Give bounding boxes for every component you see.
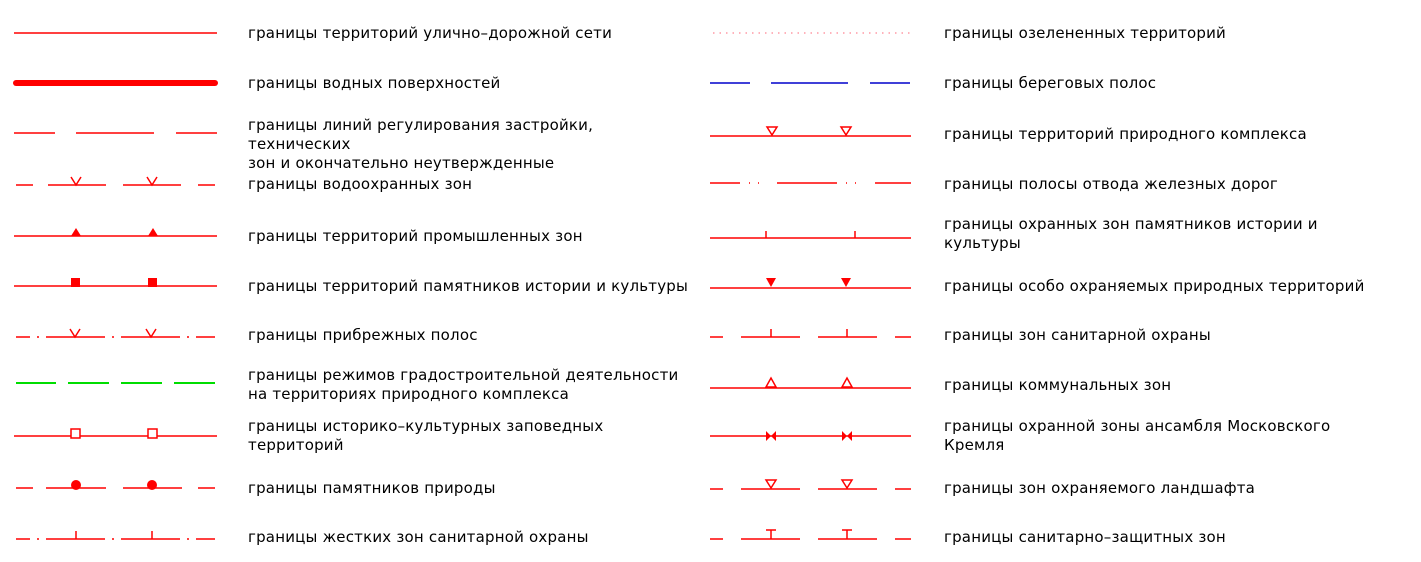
- legend-item: границы территорий улично–дорожной сети: [0, 8, 700, 58]
- legend-item: границы охранной зоны ансамбля Московско…: [700, 412, 1421, 462]
- green-dash-line-icon: [16, 382, 215, 384]
- legend-label: границы полосы отвода железных дорог: [944, 175, 1278, 193]
- line-filled-triangle-icon: [14, 228, 217, 237]
- line-small-tick-icon: [710, 231, 911, 239]
- legend-item: границы коммунальных зон: [700, 360, 1421, 410]
- legend-item: границы озелененных территорий: [700, 8, 1421, 58]
- legend-label: границы прибрежных полос: [248, 326, 478, 344]
- legend-item: границы территорий природного комплекса: [700, 108, 1421, 158]
- dotted-line-icon: [713, 32, 912, 34]
- line-filled-down-triangle-icon: [710, 278, 911, 289]
- legend-label: границы территорий промышленных зон: [248, 227, 583, 245]
- legend-item: границы прибрежных полос: [0, 310, 700, 360]
- legend-item: границы территорий промышленных зон: [0, 210, 700, 260]
- legend-label: границы зон охраняемого ландшафта: [944, 479, 1256, 497]
- legend-label: границы памятников природы: [248, 479, 496, 497]
- dash-line-filled-circle-icon: [16, 480, 215, 490]
- line-hollow-down-triangle-icon: [710, 126, 911, 137]
- legend-item: границы полосы отвода железных дорог: [700, 158, 1421, 208]
- legend-item: границы санитарно–защитных зон: [700, 512, 1421, 562]
- legend-label: границы коммунальных зон: [944, 376, 1172, 394]
- dash-line-tick-icon: [710, 329, 911, 338]
- legend-item: границы особо охраняемых природных терри…: [700, 260, 1421, 310]
- legend-item: границы зон охраняемого ландшафта: [700, 462, 1421, 512]
- legend-label: границы береговых полос: [944, 74, 1157, 92]
- legend-label: границы историко–культурных заповедных т…: [248, 417, 604, 454]
- legend-item: границы охранных зон памятников истории …: [700, 210, 1421, 260]
- legend-item: границы линий регулирования застройки, т…: [0, 108, 700, 172]
- legend-label: границы жестких зон санитарной охраны: [248, 528, 589, 546]
- thick-solid-line-icon: [13, 80, 218, 86]
- legend-label: границы водоохранных зон: [248, 175, 473, 193]
- legend-label: границы водных поверхностей: [248, 74, 501, 92]
- legend-label: границы территорий природного комплекса: [944, 125, 1307, 143]
- dash-line-t-mark-icon: [710, 529, 911, 540]
- legend-label: границы озелененных территорий: [944, 24, 1226, 42]
- dash-line-hollow-down-triangle-icon: [710, 479, 911, 490]
- legend-label: границы зон санитарной охраны: [944, 326, 1211, 344]
- solid-line-icon: [14, 32, 217, 34]
- line-hollow-square-icon: [14, 428, 217, 439]
- legend-item: границы жестких зон санитарной охраны: [0, 512, 700, 562]
- legend-label: границы охранных зон памятников истории …: [944, 215, 1318, 252]
- legend-item: границы памятников природы: [0, 462, 700, 512]
- legend-label: границы территорий памятников истории и …: [248, 277, 689, 295]
- legend-item: границы территорий памятников истории и …: [0, 260, 720, 310]
- long-dash-line-icon: [14, 132, 217, 134]
- dash-dot-line-tick-icon: [16, 531, 215, 540]
- legend-item: границы водоохранных зон: [0, 158, 700, 208]
- line-filled-square-icon: [14, 278, 217, 287]
- legend-label: границы режимов градостроительной деятел…: [248, 366, 679, 403]
- legend-item: границы береговых полос: [700, 58, 1421, 108]
- line-hollow-up-triangle-icon: [710, 376, 911, 389]
- legend-item: границы режимов градостроительной деятел…: [0, 358, 700, 408]
- dash-dot-dot-line-icon: [710, 182, 911, 184]
- legend-item: границы водных поверхностей: [0, 58, 700, 108]
- legend-item: границы зон санитарной охраны: [700, 310, 1421, 360]
- legend-label: границы территорий улично–дорожной сети: [248, 24, 613, 42]
- dash-dot-line-v-mark-icon: [16, 328, 215, 339]
- legend-label: границы линий регулирования застройки, т…: [248, 116, 594, 172]
- legend-item: границы историко–культурных заповедных т…: [0, 412, 700, 462]
- blue-dash-line-icon: [710, 82, 910, 84]
- legend: границы территорий улично–дорожной сети …: [0, 8, 1421, 546]
- legend-label: границы особо охраняемых природных терри…: [944, 277, 1365, 295]
- dash-line-v-mark-icon: [16, 176, 215, 187]
- legend-label: границы охранной зоны ансамбля Московско…: [944, 417, 1331, 454]
- legend-label: границы санитарно–защитных зон: [944, 528, 1226, 546]
- line-bowtie-icon: [710, 431, 911, 441]
